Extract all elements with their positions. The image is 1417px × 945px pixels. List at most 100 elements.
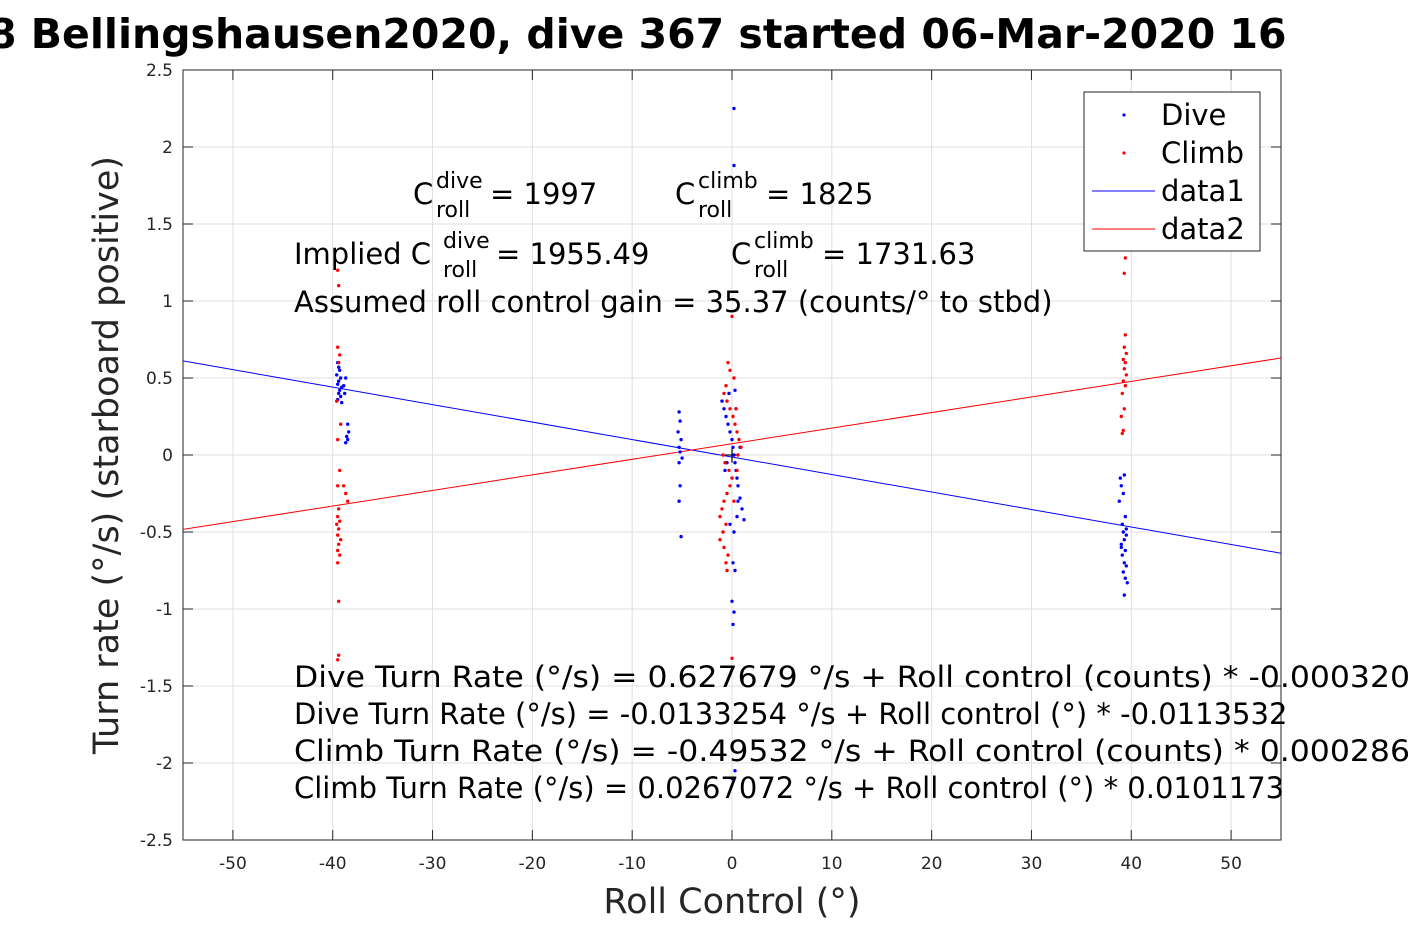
data-point-dive <box>732 530 736 534</box>
data-point-dive <box>677 461 681 465</box>
y-tick-label: -0.5 <box>140 523 173 543</box>
fit-line-data2 <box>183 357 1281 530</box>
data-point-climb <box>337 507 341 511</box>
data-point-dive <box>1122 593 1127 597</box>
data-point-climb <box>733 422 737 426</box>
y-tick-label: -1 <box>156 600 173 620</box>
c-dive-base: C <box>413 177 433 211</box>
data-point-climb <box>337 283 341 288</box>
data-point-dive <box>343 391 347 396</box>
data-point-dive <box>1120 553 1125 557</box>
fit-equation-climb-counts: Climb Turn Rate (°/s) = -0.49532 °/s + R… <box>294 734 1410 768</box>
data-point-climb <box>339 538 343 542</box>
data-point-dive <box>677 445 681 449</box>
data-point-dive <box>730 437 734 442</box>
data-point-dive <box>730 776 734 781</box>
y-tick-label: -2 <box>156 754 173 774</box>
legend-label-data2: data2 <box>1161 212 1245 246</box>
x-axis-label: Roll Control (°) <box>603 882 860 922</box>
data-point-climb <box>342 484 346 488</box>
annotation-c-dive: C dive roll = 1997 <box>413 169 597 223</box>
y-tick-label: 0.5 <box>146 369 173 389</box>
legend-label-climb: Climb <box>1161 136 1244 170</box>
data-point-dive <box>735 514 739 519</box>
fit-equation-dive-counts: Dive Turn Rate (°/s) = 0.627679 °/s + Ro… <box>294 660 1410 694</box>
data-point-climb <box>725 399 729 403</box>
fit-equation-climb-degrees: Climb Turn Rate (°/s) = 0.0267072 °/s + … <box>294 771 1284 805</box>
data-point-climb <box>1119 414 1124 419</box>
data-point-dive <box>677 499 681 503</box>
gain-annotation: Assumed roll control gain = 35.37 (count… <box>294 285 1053 319</box>
data-point-dive <box>1122 473 1127 477</box>
data-point-climb <box>726 360 730 365</box>
x-tick-label: 0 <box>727 854 738 874</box>
data-point-dive <box>1124 564 1129 568</box>
data-point-climb <box>739 445 743 449</box>
fit-lines <box>183 357 1281 554</box>
y-tick-label: -1.5 <box>140 677 173 697</box>
data-point-climb <box>1123 384 1128 388</box>
data-point-dive <box>1119 542 1124 546</box>
data-point-climb <box>730 656 734 660</box>
data-point-dive <box>344 441 348 445</box>
data-point-climb <box>737 437 741 442</box>
data-point-climb <box>1120 431 1125 436</box>
data-point-dive <box>680 456 684 460</box>
data-point-climb <box>718 514 722 519</box>
data-point-climb <box>335 522 339 526</box>
y-tick-label: 1 <box>162 292 173 312</box>
data-point-dive <box>728 522 732 526</box>
data-point-dive <box>677 410 681 414</box>
data-point-climb <box>735 430 739 434</box>
data-point-climb <box>730 476 734 480</box>
x-tick-label: -40 <box>319 854 347 874</box>
data-point-climb <box>1121 379 1126 383</box>
data-point-climb <box>727 468 731 473</box>
data-point-climb <box>721 530 725 534</box>
data-point-climb <box>339 422 343 426</box>
data-point-dive <box>733 461 737 465</box>
data-point-dive <box>728 430 732 434</box>
tick-marks <box>183 69 1281 841</box>
data-point-climb <box>732 499 736 503</box>
data-point-climb <box>1121 357 1126 362</box>
data-point-climb <box>338 553 342 557</box>
data-point-dive <box>342 384 346 388</box>
data-point-climb <box>335 399 339 403</box>
data-point-dive <box>1121 570 1126 574</box>
data-point-dive <box>1119 484 1124 488</box>
data-point-climb <box>1124 373 1129 377</box>
data-point-dive <box>1122 538 1127 542</box>
data-point-dive <box>724 414 728 419</box>
data-point-dive <box>1124 527 1129 531</box>
data-point-dive <box>338 368 342 372</box>
data-point-climb <box>338 353 342 357</box>
data-point-dive <box>732 106 736 111</box>
legend-marker-climb <box>1122 151 1126 155</box>
data-point-climb <box>728 368 732 372</box>
implied-climb-value: = 1731.63 <box>822 237 975 271</box>
data-point-dive <box>740 507 744 511</box>
data-point-climb <box>722 499 726 503</box>
data-point-dive <box>339 376 343 380</box>
data-point-climb <box>336 548 340 553</box>
data-point-climb <box>736 453 740 457</box>
data-point-climb <box>726 553 730 557</box>
data-point-dive <box>732 163 736 168</box>
data-point-climb <box>724 384 728 388</box>
data-point-dive <box>340 400 344 405</box>
c-dive-sup: dive <box>436 169 483 194</box>
data-point-dive <box>338 388 342 392</box>
data-point-climb <box>1122 407 1127 411</box>
data-point-dive <box>731 622 735 627</box>
y-tick-label: 0 <box>162 446 173 466</box>
legend-box <box>1083 91 1261 252</box>
x-tick-labels: -50 -40 -30 -20 -10 0 10 20 30 40 50 <box>219 854 1242 874</box>
implied-dive-sup: dive <box>443 229 490 254</box>
data-point-dive <box>733 388 737 392</box>
data-point-dive <box>1123 576 1128 580</box>
legend-label-dive: Dive <box>1161 98 1226 132</box>
implied-climb-sub: roll <box>754 258 788 283</box>
implied-climb-sup: climb <box>754 229 814 254</box>
data-point-climb <box>728 484 732 488</box>
